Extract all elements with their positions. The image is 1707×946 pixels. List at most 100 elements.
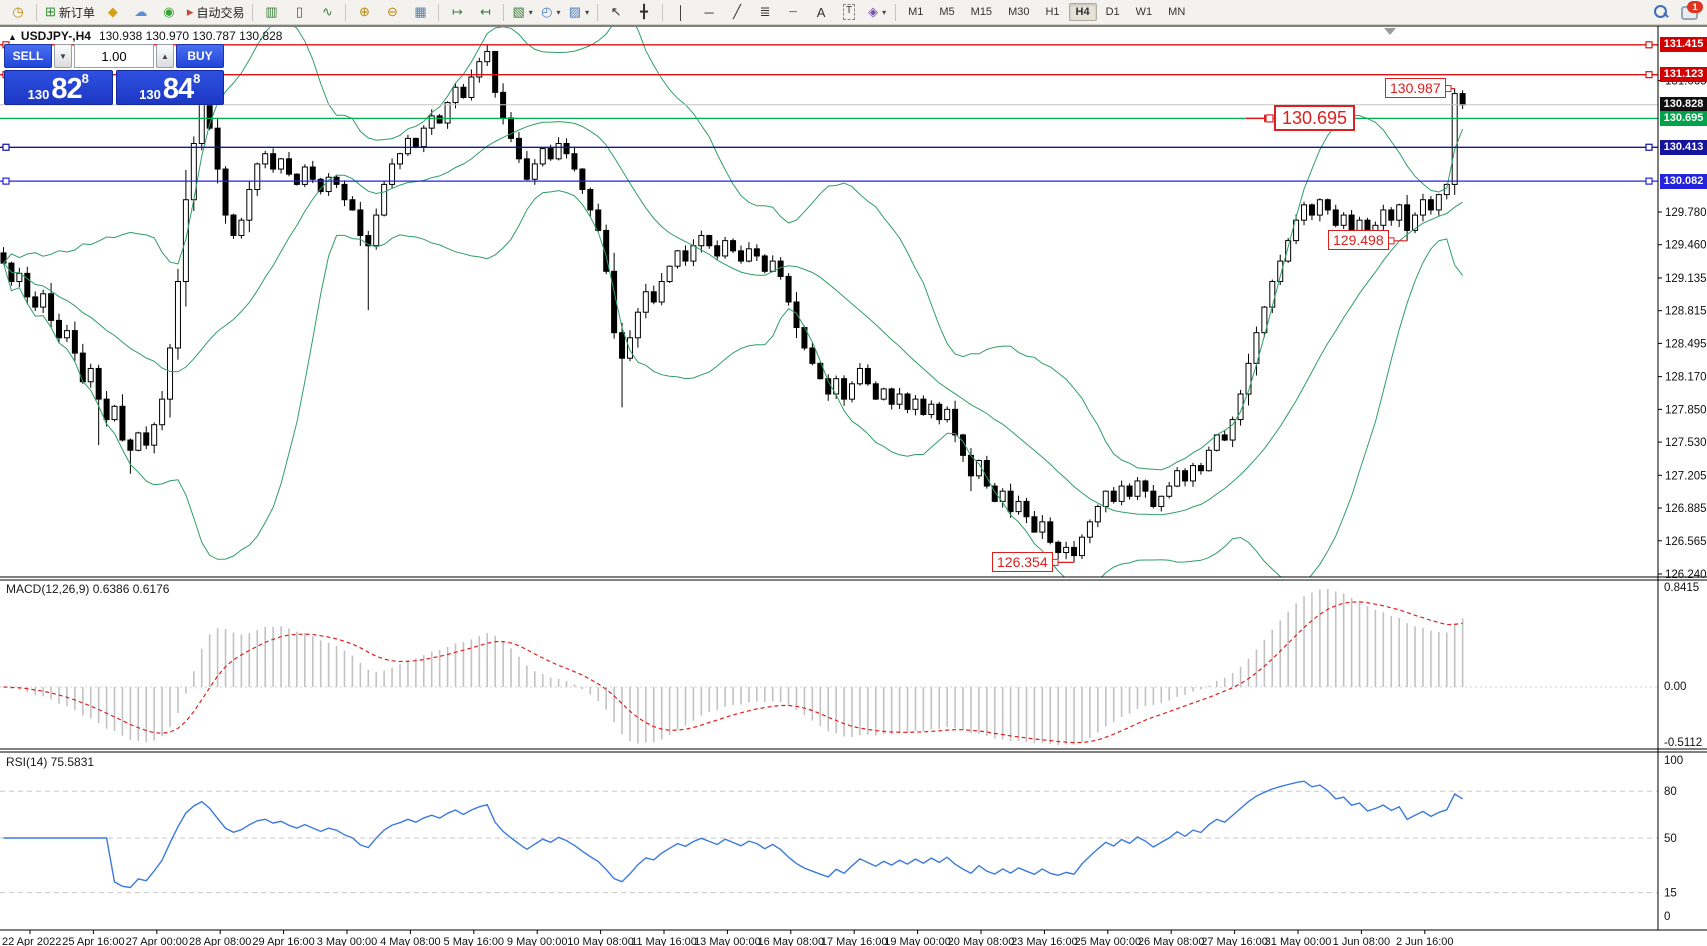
rsi-axis-label: 0 [1664,911,1670,923]
price-annotation[interactable]: 126.354 [992,551,1053,572]
volume-input[interactable] [74,44,154,68]
time-axis-label: 22 Apr 2022 [2,936,61,946]
arrows-dropdown[interactable]: ◈ ▾ [863,1,891,23]
notifications-icon[interactable]: 1 [1681,1,1703,20]
virtual-hosting-icon[interactable]: ☁ [127,1,155,23]
zoom-out-button[interactable]: ⊖ [378,1,406,23]
fibonacci-channel-button[interactable]: ┈ [779,1,807,23]
time-axis-label: 4 May 08:00 [380,936,441,946]
price-badge: 131.123 [1660,67,1707,83]
collapse-icon[interactable]: ▲ [8,32,17,42]
chevron-down-icon: ▾ [528,7,533,17]
price-annotation[interactable]: 130.695 [1274,105,1356,132]
time-axis-label: 17 May 16:00 [821,936,888,946]
timeframe-d1[interactable]: D1 [1105,6,1120,18]
line-handle[interactable] [1645,177,1653,185]
chevron-down-icon: ▾ [882,7,887,17]
toolbar-separator [36,3,37,21]
chart-shift-button[interactable]: ↤ [471,1,499,23]
time-axis[interactable]: 22 Apr 2022 25 Apr 16:00 27 Apr 00:00 28 Ap… [2,930,1454,946]
timeframe-w1[interactable]: W1 [1135,6,1153,18]
buy-price-box[interactable]: 130 84 8 [115,70,224,105]
bar-chart-button[interactable]: ▥ [257,1,285,23]
search-icon-glass [1654,5,1667,18]
timeframe-mn[interactable]: MN [1168,6,1186,18]
time-axis-label: 3 May 00:00 [317,936,378,946]
tile-windows-button[interactable]: ▦ [406,1,434,23]
rsi-axis-label: 50 [1664,833,1677,845]
time-axis-label: 25 May 00:00 [1074,936,1141,946]
time-axis-label: 5 May 16:00 [444,936,505,946]
time-axis-label: 9 May 00:00 [507,936,568,946]
trendline-glyph: ╱ [733,4,741,19]
chart-shift-marker[interactable] [1384,28,1396,35]
templates-dropdown[interactable]: ▨ ▾ [565,1,593,23]
sell-price-box[interactable]: 130 82 8 [4,70,113,105]
line-handle[interactable] [1645,143,1653,151]
text-label-button[interactable]: T [835,1,863,23]
toolbar-utilities: 1 [1653,1,1703,22]
text-button[interactable]: A [807,1,835,23]
line-handle[interactable] [2,177,10,185]
timeframe-m5[interactable]: M5 [939,6,955,18]
toolbar-separator [345,3,347,21]
crosshair-button[interactable]: ╋ [630,1,658,23]
price-badge: 130.413 [1660,139,1707,155]
sell-button[interactable]: SELL [4,44,52,68]
volume-increase-button[interactable]: ▲ [156,44,174,68]
rsi-indicator [0,780,1658,894]
vertical-line-glyph: │ [677,4,686,20]
buy-button[interactable]: BUY [176,44,224,68]
cursor-button[interactable]: ↖ [602,1,630,23]
new-order-button[interactable]: ⊞ 新订单 [41,1,99,23]
bollinger-middle [3,121,1463,516]
line-handle[interactable] [2,143,10,151]
autotrading-glyph: ▸ [186,4,194,19]
toolbar-separator [252,3,254,21]
timeframe-m15[interactable]: M15 [970,6,993,18]
time-axis-label: 27 May 16:00 [1201,936,1268,946]
search-icon[interactable] [1653,4,1669,20]
fibonacci-button[interactable]: ≣ [751,1,779,23]
rsi-axis-label: 80 [1664,786,1677,798]
trendline-button[interactable]: ╱ [723,1,751,23]
toolbar-separator [662,3,664,21]
new-chart-dropdown[interactable]: ▧ ▾ [508,1,536,23]
current-price-badge: 130.828 [1660,97,1707,113]
vertical-line-button[interactable]: │ [667,1,695,23]
time-axis-label: 1 Jun 08:00 [1333,936,1391,946]
chart-clock-icon[interactable]: ◷ [4,1,32,23]
price-annotation[interactable]: 129.498 [1328,230,1389,251]
chevron-down-icon: ▾ [585,7,590,17]
mql-editor-icon[interactable]: ◆ [99,1,127,23]
line-handle[interactable] [1645,71,1653,79]
timeframe-h1[interactable]: H1 [1045,6,1060,18]
signals-icon[interactable]: ◉ [155,1,183,23]
price-badge: 130.695 [1660,110,1707,126]
svg-text:127.205: 127.205 [1665,470,1707,482]
chart-shift-glyph: ↤ [480,4,491,19]
bollinger-lower [3,190,1464,577]
volume-decrease-button[interactable]: ▼ [54,44,72,68]
timeframe-h4[interactable]: H4 [1068,3,1097,21]
macd-indicator-label: MACD(12,26,9) 0.6386 0.6176 [6,582,170,596]
autotrading-button[interactable]: ▸ 自动交易 [183,1,249,23]
price-annotation[interactable]: 130.987 [1385,78,1446,99]
zoom-in-button[interactable]: ⊕ [350,1,378,23]
timeframe-m30[interactable]: M30 [1008,6,1030,18]
horizontal-line-button[interactable]: ─ [695,1,723,23]
time-axis-label: 20 May 08:00 [948,936,1015,946]
chevron-down-icon: ▾ [556,7,561,17]
arrows-glyph: ◈ [868,4,879,19]
time-axis-label: 25 Apr 16:00 [62,936,124,946]
time-axis-label: 19 May 00:00 [884,936,951,946]
timeframe-m1[interactable]: M1 [908,6,924,18]
line-chart-button[interactable]: ∿ [313,1,341,23]
candlestick-chart-button[interactable]: ▯ [285,1,313,23]
profiles-dropdown[interactable]: ◴ ▾ [537,1,565,23]
sell-price-pips: 82 [51,73,82,106]
rsi-indicator-label: RSI(14) 75.5831 [6,755,95,769]
line-handle[interactable] [1645,41,1653,49]
auto-scroll-button[interactable]: ↦ [443,1,471,23]
